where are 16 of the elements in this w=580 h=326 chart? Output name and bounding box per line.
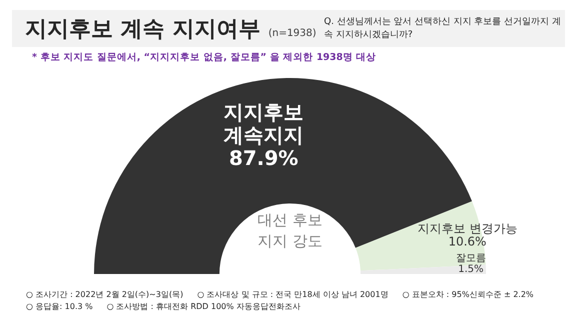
chart-subtitle: (n=1938)	[268, 28, 316, 39]
data-label: 87.9%	[228, 146, 298, 170]
slice-label: 지지후보 변경가능	[417, 222, 518, 236]
text: ○ 조사방법 : 휴대전화 RDD 100% 자동응답전화조사	[106, 301, 300, 313]
data-label: 1.5%	[458, 264, 484, 275]
text: * 후보 지지도 질문에서, “지지지후보 없음, 잘모름” 을 제외한 1938명 대상	[32, 51, 376, 64]
text: ○ 응답율: 10.3 %	[26, 301, 93, 313]
text: ○ 조사대상 및 규모 : 전국 만18세 이상 남녀 2001명	[197, 289, 388, 301]
slice-label: 지지후보 계속지지	[224, 100, 304, 148]
slice-label: 잘모름	[456, 252, 486, 264]
data-label: 10.6%	[448, 234, 486, 249]
text: ○ 조사기간 : 2022년 2월 2일(수)~3일(목)	[26, 289, 184, 301]
text: Q. 선생님께서는 앞서 선택하신 지지 후보를 선거일까지 계속 지지하시겠습니까?	[324, 16, 562, 42]
text: ○ 표본오차 : 95%신뢰수준 ± 2.2%	[402, 289, 534, 301]
text: 대선 후보 지지 강도	[256, 210, 324, 252]
chart-title: 지지후보 계속 지지여부	[25, 16, 260, 44]
